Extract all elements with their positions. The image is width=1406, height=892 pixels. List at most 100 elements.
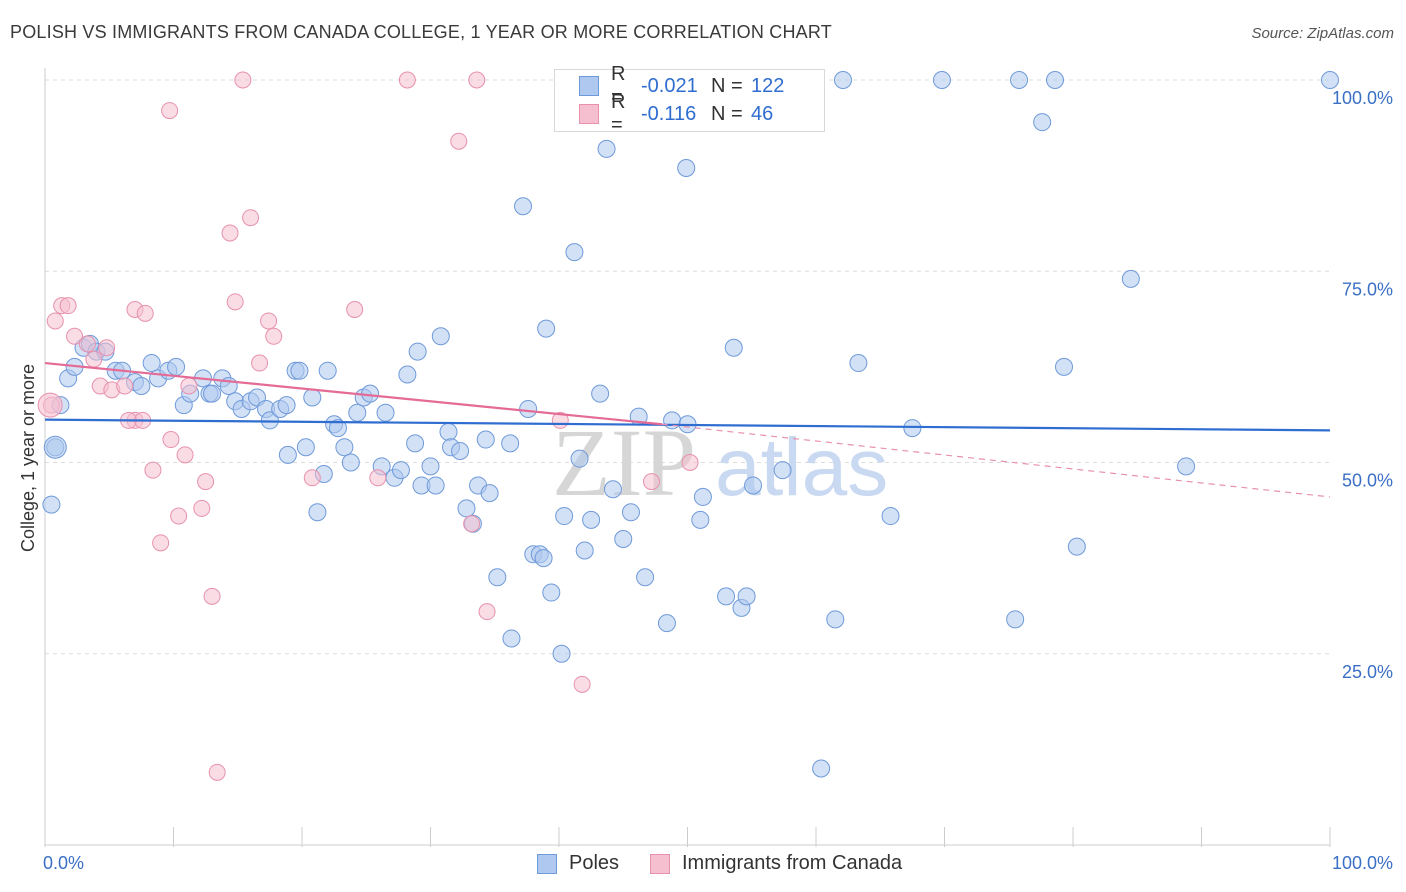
- data-point-poles: [43, 435, 67, 459]
- data-point-canada: [37, 392, 63, 418]
- legend-label-canada: Immigrants from Canada: [682, 852, 903, 874]
- axes: [44, 68, 1331, 847]
- data-point-canada: [265, 327, 283, 345]
- data-point-canada: [260, 312, 278, 330]
- data-point-poles: [552, 644, 571, 663]
- data-point-poles: [408, 342, 427, 361]
- data-point-poles: [502, 629, 521, 648]
- r-label: R =: [611, 63, 626, 108]
- data-point-poles: [826, 610, 845, 629]
- data-point-canada: [78, 335, 96, 353]
- chart-title: POLISH VS IMMIGRANTS FROM CANADA COLLEGE…: [10, 22, 832, 42]
- data-point-poles: [142, 354, 161, 373]
- data-point-canada: [221, 224, 239, 242]
- data-point-poles: [881, 507, 900, 526]
- data-point-poles: [603, 480, 622, 499]
- data-point-poles: [636, 568, 655, 587]
- data-point-poles: [1033, 113, 1052, 132]
- data-point-canada: [242, 209, 260, 227]
- data-point-canada: [116, 377, 134, 395]
- data-point-poles: [724, 338, 743, 357]
- data-point-poles: [691, 510, 710, 529]
- data-point-poles: [534, 549, 553, 568]
- data-point-canada: [197, 473, 215, 491]
- data-point-poles: [439, 422, 458, 441]
- data-point-poles: [812, 759, 831, 778]
- legend-label-poles: Poles: [569, 852, 620, 874]
- data-point-canada: [46, 312, 64, 330]
- data-point-poles: [426, 476, 445, 495]
- data-point-poles: [42, 495, 61, 514]
- data-point-canada: [85, 350, 103, 368]
- data-point-canada: [59, 297, 77, 315]
- data-point-canada: [643, 473, 661, 491]
- data-point-poles: [555, 507, 574, 526]
- data-point-canada: [170, 507, 188, 525]
- data-point-canada: [98, 339, 116, 357]
- tick-labels: 25.0% 50.0% 75.0% 100.0% 0.0% 100.0%: [43, 88, 1393, 873]
- data-point-canada: [66, 327, 84, 345]
- r-label: R =: [611, 91, 626, 136]
- trend-line-canada: [44, 361, 662, 426]
- data-point-poles: [290, 361, 309, 380]
- data-point-canada: [180, 377, 198, 395]
- y-tick-label: 75.0%: [1342, 279, 1393, 299]
- data-point-canada: [478, 603, 496, 621]
- data-point-poles: [451, 442, 470, 461]
- legend-swatch-canada: [650, 853, 670, 874]
- legend-item-poles: Poles: [537, 852, 619, 875]
- data-point-poles: [514, 197, 533, 216]
- data-point-canada: [203, 587, 221, 605]
- data-point-canada: [369, 469, 387, 487]
- data-point-poles: [341, 453, 360, 472]
- data-point-poles: [1010, 71, 1029, 89]
- data-point-canada: [136, 304, 154, 322]
- data-point-poles: [488, 568, 507, 587]
- watermark-atlas: atlas: [715, 422, 888, 513]
- data-point-canada: [176, 446, 194, 464]
- data-point-poles: [1121, 269, 1140, 288]
- data-point-canada: [234, 71, 252, 89]
- data-point-poles: [932, 71, 951, 89]
- data-point-canada: [152, 534, 170, 552]
- data-point-poles: [677, 158, 696, 177]
- data-point-poles: [737, 587, 756, 606]
- data-point-poles: [480, 484, 499, 503]
- data-point-canada: [468, 71, 486, 89]
- legend-item-canada: Immigrants from Canada: [650, 852, 902, 875]
- data-point-canada: [208, 763, 226, 781]
- data-point-poles: [296, 438, 315, 457]
- data-point-poles: [328, 419, 347, 438]
- x-tick-label: 100.0%: [1332, 853, 1393, 873]
- data-point-poles: [621, 503, 640, 522]
- data-point-poles: [348, 403, 367, 422]
- series-legend: Poles Immigrants from Canada: [0, 852, 1406, 878]
- legend-swatch-canada: [579, 104, 599, 124]
- trend-extension-canada: [661, 423, 1331, 498]
- data-point-canada: [144, 461, 162, 479]
- y-tick-label: 25.0%: [1342, 662, 1393, 682]
- x-tick-label: 0.0%: [43, 853, 84, 873]
- data-point-canada: [681, 454, 699, 471]
- data-point-poles: [277, 396, 296, 415]
- n-label: N =: [711, 102, 743, 125]
- data-point-canada: [226, 293, 244, 311]
- data-point-poles: [476, 430, 495, 449]
- data-point-canada: [463, 515, 481, 533]
- data-point-poles: [903, 419, 922, 438]
- data-point-poles: [431, 327, 450, 346]
- data-point-poles: [717, 587, 736, 606]
- n-value: 46: [751, 102, 774, 125]
- data-point-poles: [833, 71, 852, 89]
- data-point-poles: [519, 399, 538, 418]
- data-point-poles: [537, 319, 556, 338]
- data-point-poles: [1067, 537, 1086, 556]
- data-point-canada: [450, 132, 468, 150]
- data-point-poles: [335, 438, 354, 457]
- data-point-poles: [657, 614, 676, 633]
- legend-swatch-poles: [579, 76, 599, 96]
- data-point-poles: [501, 434, 520, 453]
- data-point-poles: [773, 461, 792, 480]
- y-tick-label: 50.0%: [1342, 471, 1393, 491]
